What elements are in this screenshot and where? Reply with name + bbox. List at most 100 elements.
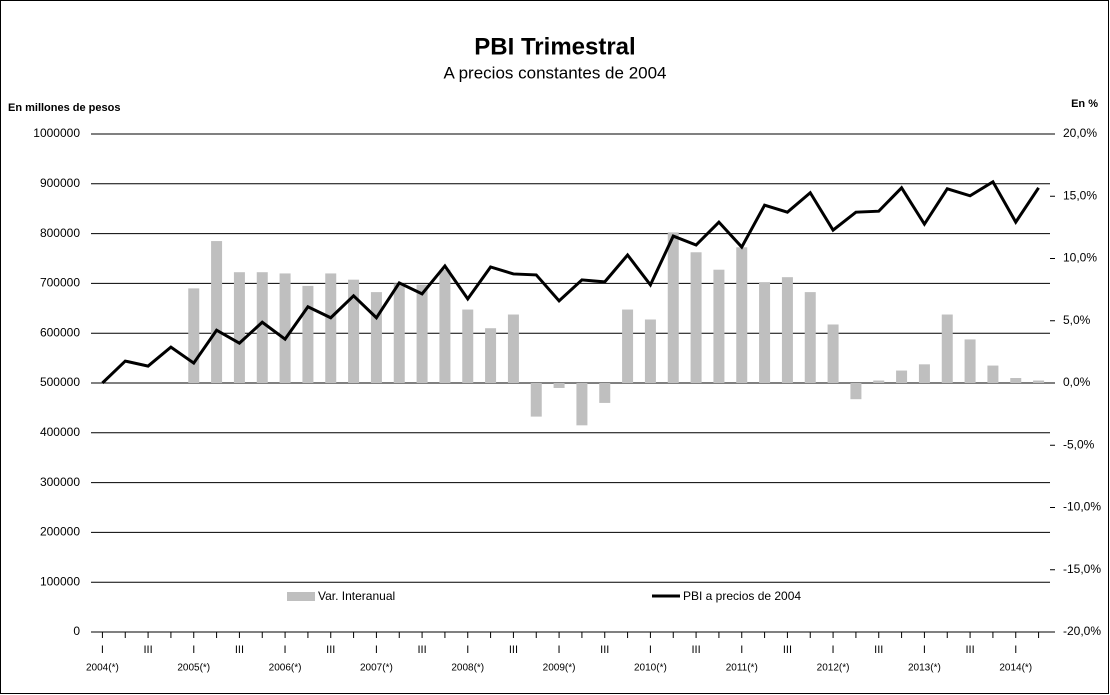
bar <box>599 383 611 403</box>
bar <box>530 383 542 417</box>
legend-label: Var. Interanual <box>318 589 395 603</box>
y2-axis-label: En % <box>1071 98 1098 110</box>
bar <box>667 232 679 383</box>
bar <box>325 273 337 383</box>
year-label: 2007(*) <box>360 663 393 674</box>
y-tick-label: 900000 <box>40 176 80 190</box>
x-tick-label: I <box>101 644 104 656</box>
bar <box>873 380 885 383</box>
bar <box>804 292 816 383</box>
bar <box>690 252 702 383</box>
chart-subtitle: A precios constantes de 2004 <box>443 63 666 82</box>
y-tick-label: 600000 <box>40 325 80 339</box>
x-tick-label: I <box>192 644 195 656</box>
bar <box>439 269 451 383</box>
x-tick-label: III <box>600 644 609 656</box>
x-tick-label: III <box>965 644 974 656</box>
bar <box>918 364 930 383</box>
y2-tick-label: 0,0% <box>1063 375 1091 389</box>
bar <box>279 273 291 383</box>
bar <box>393 283 405 383</box>
year-label: 2004(*) <box>86 663 119 674</box>
x-tick-label: III <box>509 644 518 656</box>
bar <box>622 309 634 383</box>
chart-title: PBI Trimestral <box>474 33 635 60</box>
x-tick-label: III <box>417 644 426 656</box>
year-label: 2012(*) <box>817 663 850 674</box>
x-tick-label: III <box>143 644 152 656</box>
bar <box>348 279 360 383</box>
bar <box>188 288 200 383</box>
y-tick-label: 400000 <box>40 425 80 439</box>
bar <box>416 284 428 383</box>
bar <box>211 241 223 383</box>
bar <box>462 309 474 383</box>
bar <box>896 370 908 383</box>
x-tick-label: I <box>284 644 287 656</box>
y-tick-label: 800000 <box>40 226 80 240</box>
year-label: 2009(*) <box>543 663 576 674</box>
bar <box>256 272 268 383</box>
y-tick-label: 100000 <box>40 574 80 588</box>
x-tick-label: I <box>923 644 926 656</box>
legend-label: PBI a precios de 2004 <box>683 589 801 603</box>
year-label: 2013(*) <box>908 663 941 674</box>
x-tick-label: I <box>832 644 835 656</box>
bar <box>507 314 519 383</box>
y-axis-label: En millones de pesos <box>8 102 120 114</box>
bar <box>1010 378 1022 383</box>
y-tick-label: 0 <box>73 624 80 638</box>
bar <box>553 383 565 388</box>
x-tick-label: III <box>326 644 335 656</box>
legend-swatch <box>287 592 315 601</box>
line <box>101 179 1040 385</box>
bar <box>736 247 748 383</box>
x-tick-label: I <box>558 644 561 656</box>
y2-tick-label: 10,0% <box>1063 251 1097 265</box>
y2-tick-label: -5,0% <box>1063 437 1095 451</box>
y-tick-label: 300000 <box>40 475 80 489</box>
x-tick-label: I <box>740 644 743 656</box>
bar <box>850 383 862 400</box>
x-tick-label: III <box>783 644 792 656</box>
x-tick-label: III <box>691 644 700 656</box>
year-label: 2014(*) <box>999 663 1032 674</box>
y2-tick-label: -10,0% <box>1063 500 1101 514</box>
y-tick-label: 200000 <box>40 525 80 539</box>
bar <box>233 272 245 383</box>
year-label: 2010(*) <box>634 663 667 674</box>
y-tick-label: 1000000 <box>33 126 80 140</box>
x-tick-label: I <box>466 644 469 656</box>
bar <box>713 269 725 383</box>
bar <box>827 324 839 383</box>
x-tick-label: III <box>874 644 883 656</box>
x-tick-label: I <box>375 644 378 656</box>
y2-tick-label: -15,0% <box>1063 562 1101 576</box>
y2-tick-label: 15,0% <box>1063 188 1097 202</box>
bar <box>759 282 771 383</box>
year-label: 2006(*) <box>269 663 302 674</box>
bar <box>941 314 953 383</box>
y2-tick-label: 20,0% <box>1063 126 1097 140</box>
year-label: 2005(*) <box>177 663 210 674</box>
y2-tick-label: -20,0% <box>1063 624 1101 638</box>
year-label: 2008(*) <box>451 663 484 674</box>
bar <box>302 285 314 383</box>
y-tick-label: 500000 <box>40 375 80 389</box>
bar <box>987 365 999 383</box>
bar <box>576 383 588 426</box>
bar <box>644 319 656 383</box>
bar <box>781 277 793 383</box>
y-tick-label: 700000 <box>40 276 80 290</box>
bar <box>485 328 497 383</box>
bar <box>1033 380 1045 383</box>
year-label: 2011(*) <box>726 663 758 674</box>
x-tick-label: I <box>649 644 652 656</box>
bar <box>964 339 976 383</box>
bar <box>370 292 382 383</box>
y2-tick-label: 5,0% <box>1063 313 1091 327</box>
x-tick-label: I <box>1014 644 1017 656</box>
x-tick-label: III <box>235 644 244 656</box>
